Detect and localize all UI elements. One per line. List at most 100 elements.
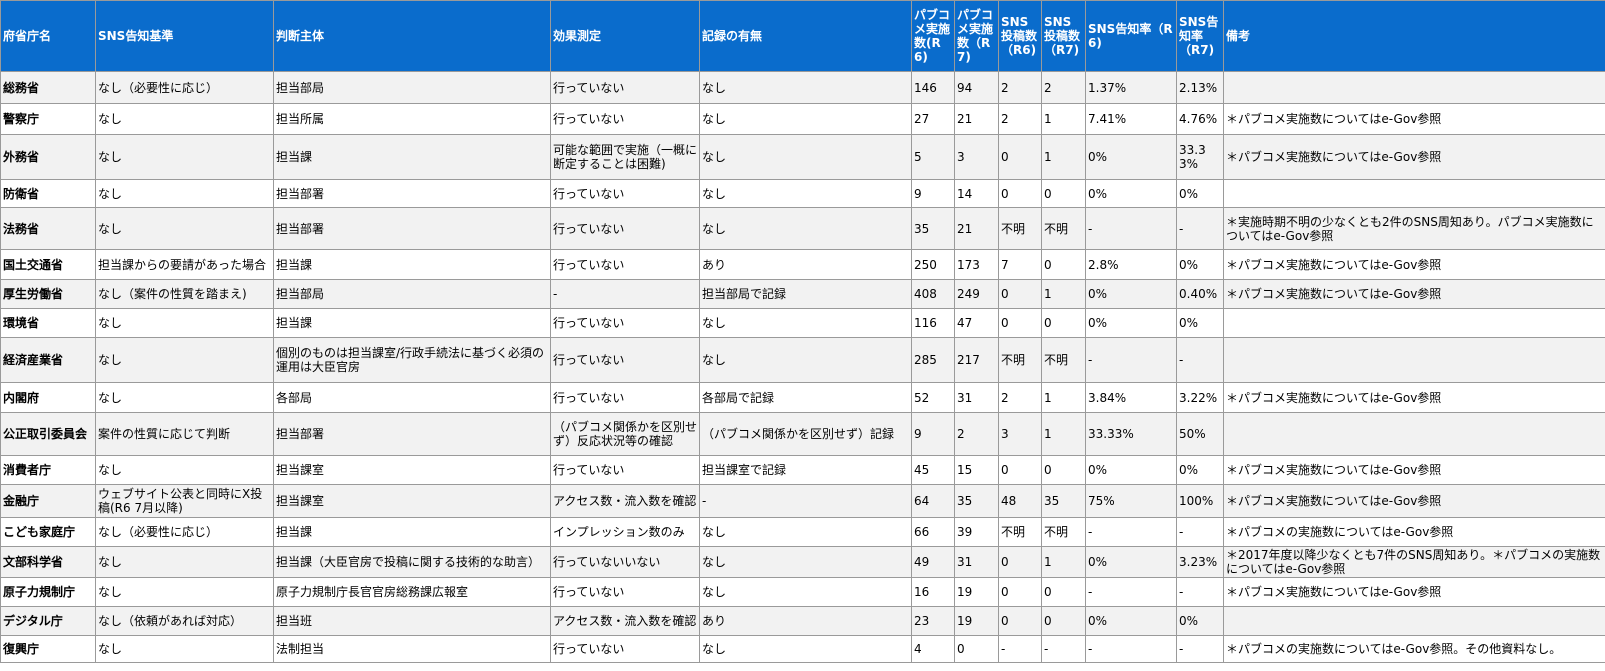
table-cell: 行っていない — [550, 455, 700, 485]
table-cell: 0 — [998, 134, 1042, 180]
table-cell: 不明 — [998, 517, 1042, 547]
agency-name-cell: 経済産業省 — [0, 337, 96, 383]
table-cell: （パブコメ関係かを区別せず）反応状況等の確認 — [550, 412, 700, 456]
table-cell: なし — [699, 517, 912, 547]
table-cell: 1 — [1041, 382, 1086, 413]
table-cell: 0 — [1041, 249, 1086, 280]
table-row: 原子力規制庁 なし 原子力規制庁長官官房総務課広報室 行っていない なし 16 19 0 0- -… — [0, 577, 1605, 607]
table-cell: 行っていない — [550, 71, 700, 104]
table-cell: なし — [95, 134, 274, 180]
table-cell: 各部局で記録 — [699, 382, 912, 413]
table-cell: 0 — [1041, 179, 1086, 208]
table-cell: 14 — [954, 179, 999, 208]
table-cell: なし（案件の性質を踏まえ) — [95, 279, 274, 309]
table-cell: ＊パブコメ実施数についてはe-Gov参照 — [1223, 382, 1605, 413]
table-cell: 27 — [911, 103, 955, 135]
table-cell: 行っていない — [550, 207, 700, 250]
table-cell: なし — [95, 635, 274, 663]
table-cell: 2 — [954, 412, 999, 456]
table-cell: 行っていない — [550, 577, 700, 607]
table-cell: 原子力規制庁長官官房総務課広報室 — [273, 577, 551, 607]
table-cell: 1 — [1041, 134, 1086, 180]
table-cell — [1223, 71, 1605, 104]
table-cell: 16 — [911, 577, 955, 607]
table-cell: なし — [95, 207, 274, 250]
table-cell: なし — [699, 308, 912, 338]
col-header: SNS告知基準 — [95, 0, 274, 72]
table-cell: 2 — [998, 103, 1042, 135]
table-cell: 0 — [998, 455, 1042, 485]
table-cell: なし — [699, 134, 912, 180]
table-cell: 0% — [1085, 179, 1177, 208]
table-cell: 0% — [1085, 606, 1177, 636]
table-row: 総務省 なし（必要性に応じ） 担当部局 行っていない なし 146 94 2 2 1.37% 2.1… — [0, 71, 1605, 104]
table-cell: 23 — [911, 606, 955, 636]
col-header: 府省庁名 — [0, 0, 96, 72]
table-row: 環境省 なし 担当課 行っていない なし 116 47 0 0 0% 0% — [0, 308, 1605, 338]
table-cell: 行っていない — [550, 179, 700, 208]
table-cell: 行っていない — [550, 308, 700, 338]
table-cell: 45 — [911, 455, 955, 485]
table-cell: 3 — [954, 134, 999, 180]
table-cell: 33.33% — [1085, 412, 1177, 456]
table-cell: なし — [95, 103, 274, 135]
table-cell: 7.41% — [1085, 103, 1177, 135]
table-cell: なし — [95, 577, 274, 607]
table-cell: なし（依頼があれば対応） — [95, 606, 274, 636]
table-cell: 行っていない — [550, 635, 700, 663]
table-cell: 2.13% — [1176, 71, 1224, 104]
table-cell: 3.84% — [1085, 382, 1177, 413]
table-cell: 5 — [911, 134, 955, 180]
agency-name-cell: 総務省 — [0, 71, 96, 104]
table-cell — [1223, 337, 1605, 383]
table-cell: 0 — [1041, 606, 1086, 636]
agency-name-cell: 警察庁 — [0, 103, 96, 135]
table-cell: 49 — [911, 546, 955, 578]
table-cell: 3.22% — [1176, 382, 1224, 413]
table-cell: 担当班 — [273, 606, 551, 636]
table-cell: 担当部局 — [273, 279, 551, 309]
table-cell — [1223, 606, 1605, 636]
table-cell: なし — [699, 103, 912, 135]
table-cell: 66 — [911, 517, 955, 547]
table-cell: 0 — [1041, 308, 1086, 338]
table-cell: 146 — [911, 71, 955, 104]
table-cell: ＊パブコメ実施数についてはe-Gov参照 — [1223, 103, 1605, 135]
table-cell: 担当課 — [273, 134, 551, 180]
table-cell: アクセス数・流入数を確認 — [550, 606, 700, 636]
table-cell: 担当課室 — [273, 455, 551, 485]
table-cell: 21 — [954, 207, 999, 250]
table-cell: 39 — [954, 517, 999, 547]
table-cell: 249 — [954, 279, 999, 309]
table-cell: 0% — [1176, 308, 1224, 338]
table-cell: - — [699, 484, 912, 518]
table-cell: ＊パブコメ実施数についてはe-Gov参照 — [1223, 455, 1605, 485]
table-cell: - — [1085, 207, 1177, 250]
table-cell: ＊パブコメ実施数についてはe-Gov参照 — [1223, 279, 1605, 309]
table-cell: ＊パブコメ実施数についてはe-Gov参照 — [1223, 134, 1605, 180]
table-cell: なし — [95, 337, 274, 383]
table-cell: インプレッション数のみ — [550, 517, 700, 547]
table-cell: 個別のものは担当課室/行政手続法に基づく必須の運用は大臣官房 — [273, 337, 551, 383]
table-cell: 35 — [954, 484, 999, 518]
table-cell: 0% — [1085, 279, 1177, 309]
table-cell: 担当部署 — [273, 412, 551, 456]
table-cell: ＊パブコメ実施数についてはe-Gov参照 — [1223, 577, 1605, 607]
table-cell: なし — [699, 337, 912, 383]
col-header: SNS告知率（R6) — [1085, 0, 1177, 72]
table-cell: 不明 — [1041, 517, 1086, 547]
table-cell: なし（必要性に応じ） — [95, 517, 274, 547]
table-cell: 担当課 — [273, 517, 551, 547]
table-cell: 7 — [998, 249, 1042, 280]
col-header: パブコメ実施数（R7) — [954, 0, 999, 72]
table-cell: 0% — [1176, 606, 1224, 636]
table-cell: 285 — [911, 337, 955, 383]
agency-name-cell: 環境省 — [0, 308, 96, 338]
table-row: 内閣府 なし 各部局 行っていない 各部局で記録 52 31 2 1 3.84% 3.22% ＊パブコ… — [0, 382, 1605, 413]
table-cell: 0 — [954, 635, 999, 663]
agency-name-cell: 文部科学省 — [0, 546, 96, 578]
table-cell: 2 — [998, 71, 1042, 104]
table-cell: 9 — [911, 412, 955, 456]
table-cell: （パブコメ関係かを区別せず）記録 — [699, 412, 912, 456]
table-cell: 3 — [998, 412, 1042, 456]
